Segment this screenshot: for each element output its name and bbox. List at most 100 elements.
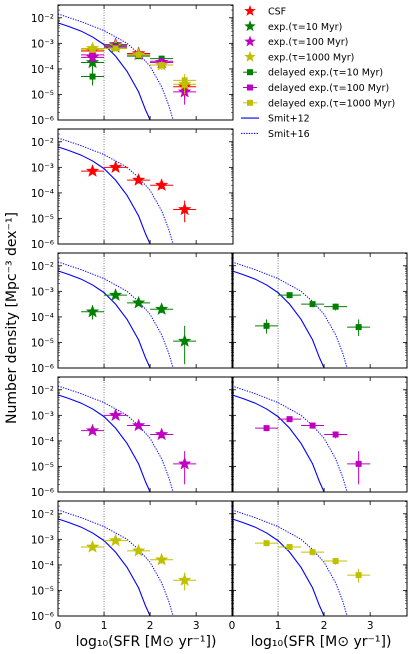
data-point-star (154, 552, 169, 566)
curve-smit-16 (57, 13, 174, 121)
curve-smit-16 (231, 261, 348, 369)
curve-smit-12 (57, 146, 151, 245)
panel-frame (57, 128, 234, 245)
y-tick-label: 10⁻⁵ (31, 213, 54, 225)
curve-smit-16 (57, 385, 174, 493)
legend: CSF exp.(τ=10 Myr) exp.(τ=100 Myr) exp.(τ=1… (241, 5, 395, 140)
legend-star-marker (244, 20, 256, 32)
panel-r4c2 (231, 376, 408, 493)
panels: 10⁻⁶ 10⁻⁵ 10⁻⁴ 10⁻³ 10⁻² 10⁻⁶ 10⁻⁵ 10⁻⁴ 10⁻³ 10⁻²… (31, 4, 408, 632)
curve-smit-16 (57, 137, 174, 245)
legend-star-marker (244, 5, 256, 16)
legend-item: delayed exp.(τ=100 Myr) (243, 83, 389, 94)
curve-smit-16 (231, 385, 348, 493)
panel-frame (231, 376, 408, 493)
data-point-star (177, 573, 192, 586)
legend-label: Smit+16 (268, 129, 310, 140)
series-exp-1000-myr- (81, 533, 197, 591)
legend-label: exp.(τ=10 Myr) (268, 22, 342, 33)
data-point-square (112, 45, 119, 52)
series-delayed-exp-1000-myr- (255, 540, 371, 583)
legend-label: exp.(τ=1000 Myr) (268, 52, 354, 63)
data-point-star (108, 408, 123, 422)
y-tick-label: 10⁻² (31, 509, 54, 521)
panel-r2c1: 10⁻⁶ 10⁻⁵ 10⁻⁴ 10⁻³ 10⁻² (31, 128, 234, 251)
x-axis-label-right: log₁₀(SFR [M⊙ yr⁻¹]) (251, 634, 392, 650)
y-tick-label: 10⁻⁵ (31, 461, 54, 473)
panel-frame (231, 252, 408, 369)
y-tick-label: 10⁻⁵ (31, 89, 54, 101)
y-tick-label: 10⁻⁴ (31, 64, 54, 76)
y-tick-label: 10⁻³ (31, 286, 54, 298)
series-exp-100-myr- (81, 408, 197, 485)
y-tick-label: 10⁻⁴ (31, 188, 54, 200)
panel-r5c1: 10⁻⁶ 10⁻⁵ 10⁻⁴ 10⁻³ 10⁻² 0 1 2 3 (31, 500, 234, 632)
data-point-star (131, 418, 146, 432)
legend-item: delayed exp.(τ=10 Myr) (243, 68, 383, 79)
panel-frame (231, 500, 408, 617)
curve-smit-12 (57, 518, 151, 617)
y-tick-label: 10⁻⁶ (31, 611, 54, 623)
x-tick-label: 2 (321, 620, 328, 632)
y-tick-label: 10⁻⁵ (31, 337, 54, 349)
data-point-star (154, 302, 169, 315)
legend-item: CSF (244, 5, 286, 18)
curve-smit-12 (57, 270, 151, 369)
panel-r1c1: 10⁻⁶ 10⁻⁵ 10⁻⁴ 10⁻³ 10⁻² (31, 4, 234, 127)
y-tick-label: 10⁻⁶ (31, 487, 54, 499)
panel-frame (57, 376, 234, 493)
y-tick-label: 10⁻⁶ (31, 115, 54, 127)
data-point-square (355, 460, 362, 467)
data-point-star (154, 427, 169, 441)
data-point-star (85, 164, 100, 177)
panel-r3c1: 10⁻⁶ 10⁻⁵ 10⁻⁴ 10⁻³ 10⁻² (31, 252, 234, 375)
series-delayed-exp-10-myr- (255, 292, 371, 337)
legend-label: delayed exp.(τ=100 Myr) (268, 83, 389, 94)
series-exp-10-myr- (81, 288, 197, 365)
legend-item: exp.(τ=10 Myr) (244, 20, 342, 33)
y-tick-label: 10⁻² (31, 137, 54, 149)
data-point-square (309, 301, 316, 308)
data-point-square (286, 292, 293, 299)
y-axis-label: Number density [Mpc⁻³ dex⁻¹] (4, 212, 20, 424)
data-point-square (89, 46, 96, 53)
x-tick-label: 0 (55, 620, 62, 632)
curve-smit-12 (57, 22, 151, 121)
data-point-square (158, 62, 165, 69)
data-point-star (131, 295, 146, 309)
y-tick-label: 10⁻⁴ (31, 560, 54, 572)
data-point-square (309, 549, 316, 556)
data-point-square (181, 77, 188, 84)
data-point-square (263, 322, 270, 329)
y-tick-label: 10⁻⁵ (31, 585, 54, 597)
legend-star-marker (244, 35, 256, 47)
data-point-star (154, 178, 169, 191)
data-point-square (332, 303, 339, 310)
y-tick-label: 10⁻² (31, 13, 54, 25)
curve-smit-16 (231, 509, 348, 617)
data-point-star (131, 543, 146, 557)
curve-smit-12 (231, 270, 325, 369)
y-tick-label: 10⁻³ (31, 410, 54, 422)
y-tick-label: 10⁻⁶ (31, 239, 54, 251)
data-point-square (332, 431, 339, 438)
x-tick-label: 1 (101, 620, 108, 632)
series-csf (81, 160, 197, 223)
data-point-star (85, 304, 100, 318)
y-tick-label: 10⁻³ (31, 162, 54, 174)
data-point-star (131, 173, 146, 186)
legend-item: delayed exp.(τ=1000 Myr) (243, 98, 395, 109)
x-tick-label: 3 (367, 620, 374, 632)
legend-star-marker (244, 50, 256, 62)
panel-r3c2 (231, 252, 408, 369)
data-point-star (177, 456, 192, 470)
y-tick-label: 10⁻² (31, 261, 54, 273)
x-tick-label: 3 (193, 620, 200, 632)
y-tick-label: 10⁻⁴ (31, 436, 54, 448)
panel-frame (57, 500, 234, 617)
y-tick-label: 10⁻³ (31, 38, 54, 50)
data-point-square (355, 324, 362, 331)
data-point-star (85, 55, 100, 69)
data-point-square (135, 51, 142, 58)
